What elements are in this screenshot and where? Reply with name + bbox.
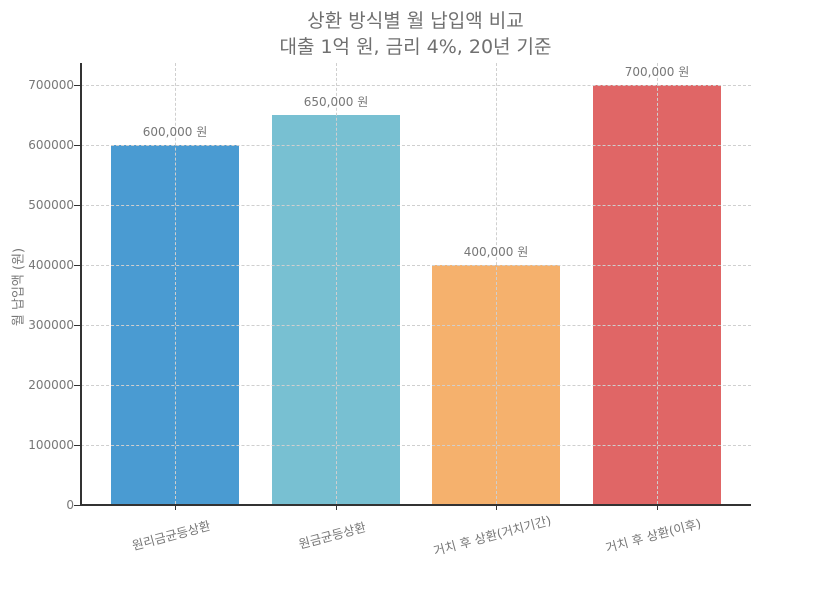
y-tick-label: 500000 [28, 198, 74, 212]
y-tick [74, 385, 80, 386]
bar [593, 85, 721, 505]
x-tick [496, 505, 497, 510]
y-tick-label: 700000 [28, 78, 74, 92]
x-tick [657, 505, 658, 510]
y-tick [74, 505, 80, 506]
y-tick [74, 85, 80, 86]
bar-value-label: 650,000 원 [303, 95, 369, 109]
x-tick-label: 원금균등상환 [296, 519, 368, 552]
y-tick-label: 300000 [28, 318, 74, 332]
y-tick [74, 325, 80, 326]
x-tick-label: 거치 후 상환(이후) [603, 515, 703, 556]
y-axis-line [80, 63, 82, 506]
x-tick-label: 원리금균등상환 [130, 517, 213, 554]
y-tick-label: 400000 [28, 258, 74, 272]
y-axis-title: 월 납입액 (원) [11, 247, 27, 327]
x-tick [336, 505, 337, 510]
x-tick [175, 505, 176, 510]
bar-value-label: 600,000 원 [142, 125, 208, 139]
x-axis-line [80, 504, 751, 506]
bar-value-label: 400,000 원 [463, 245, 529, 259]
chart-subtitle: 대출 1억 원, 금리 4%, 20년 기준 [279, 36, 552, 58]
x-tick-label: 거치 후 상환(거치기간) [431, 512, 553, 559]
y-tick [74, 205, 80, 206]
bar [272, 115, 400, 505]
bar-value-label: 700,000 원 [624, 65, 690, 79]
y-tick-label: 100000 [28, 438, 74, 452]
bar [432, 265, 560, 505]
y-tick [74, 445, 80, 446]
chart-title-line1: 상환 방식별 월 납입액 비교 [307, 10, 524, 32]
y-tick-label: 600000 [28, 138, 74, 152]
y-tick [74, 265, 80, 266]
y-tick-label: 200000 [28, 378, 74, 392]
y-tick-label: 0 [66, 498, 74, 512]
bar [111, 145, 239, 505]
y-tick [74, 145, 80, 146]
